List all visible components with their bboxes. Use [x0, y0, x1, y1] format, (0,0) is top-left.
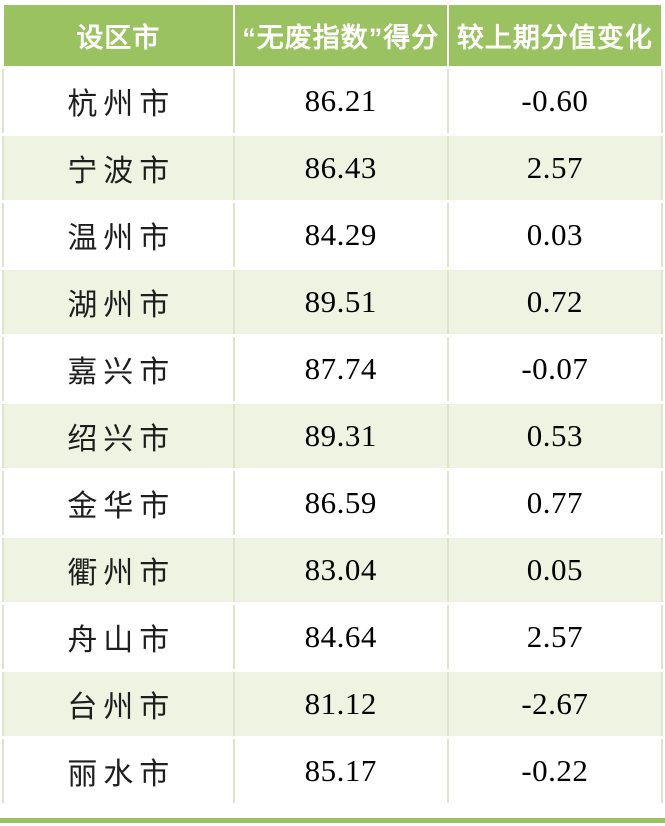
change-cell: 0.05 — [446, 535, 664, 605]
city-cell: 衢州市 — [2, 535, 235, 605]
waste-free-index-table-wrap: 设区市 “无废指数”得分 较上期分值变化 杭州市 86.21 -0.60 宁波市 86.… — [2, 3, 664, 806]
table-row: 宁波市 86.43 2.57 — [2, 133, 664, 203]
city-cell: 温州市 — [2, 200, 235, 270]
table-row: 台州市 81.12 -2.67 — [2, 669, 664, 739]
header-cell-city: 设区市 — [2, 3, 235, 69]
table-row: 绍兴市 89.31 0.53 — [2, 401, 664, 471]
score-cell: 81.12 — [232, 669, 449, 739]
score-cell: 85.17 — [232, 736, 449, 806]
change-cell: 0.03 — [446, 200, 664, 270]
score-cell: 89.51 — [232, 267, 449, 337]
waste-free-index-table: 设区市 “无废指数”得分 较上期分值变化 杭州市 86.21 -0.60 宁波市 86.… — [2, 3, 664, 806]
score-cell: 84.29 — [232, 200, 449, 270]
table-row: 湖州市 89.51 0.72 — [2, 267, 664, 337]
city-cell: 嘉兴市 — [2, 334, 235, 404]
table-row: 温州市 84.29 0.03 — [2, 200, 664, 270]
table-row: 舟山市 84.64 2.57 — [2, 602, 664, 672]
change-cell: -0.22 — [446, 736, 664, 806]
score-cell: 86.21 — [232, 66, 449, 136]
header-cell-score: “无废指数”得分 — [232, 3, 449, 69]
city-cell: 台州市 — [2, 669, 235, 739]
score-cell: 84.64 — [232, 602, 449, 672]
change-cell: -0.07 — [446, 334, 664, 404]
header-cell-change: 较上期分值变化 — [446, 3, 664, 69]
table-row: 衢州市 83.04 0.05 — [2, 535, 664, 605]
change-cell: 0.72 — [446, 267, 664, 337]
table-row: 嘉兴市 87.74 -0.07 — [2, 334, 664, 404]
table-row: 丽水市 85.17 -0.22 — [2, 736, 664, 806]
bottom-accent-bar — [0, 818, 665, 823]
table-row: 杭州市 86.21 -0.60 — [2, 66, 664, 136]
city-cell: 绍兴市 — [2, 401, 235, 471]
score-cell: 87.74 — [232, 334, 449, 404]
table-body: 杭州市 86.21 -0.60 宁波市 86.43 2.57 温州市 84.29 0.03 湖州市… — [2, 66, 664, 806]
city-cell: 湖州市 — [2, 267, 235, 337]
change-cell: 0.53 — [446, 401, 664, 471]
change-cell: -2.67 — [446, 669, 664, 739]
table-row: 金华市 86.59 0.77 — [2, 468, 664, 538]
score-cell: 89.31 — [232, 401, 449, 471]
change-cell: 2.57 — [446, 133, 664, 203]
city-cell: 宁波市 — [2, 133, 235, 203]
city-cell: 金华市 — [2, 468, 235, 538]
change-cell: 0.77 — [446, 468, 664, 538]
city-cell: 杭州市 — [2, 66, 235, 136]
change-cell: 2.57 — [446, 602, 664, 672]
score-cell: 86.59 — [232, 468, 449, 538]
score-cell: 83.04 — [232, 535, 449, 605]
city-cell: 丽水市 — [2, 736, 235, 806]
score-cell: 86.43 — [232, 133, 449, 203]
header-row: 设区市 “无废指数”得分 较上期分值变化 — [2, 3, 664, 69]
change-cell: -0.60 — [446, 66, 664, 136]
city-cell: 舟山市 — [2, 602, 235, 672]
